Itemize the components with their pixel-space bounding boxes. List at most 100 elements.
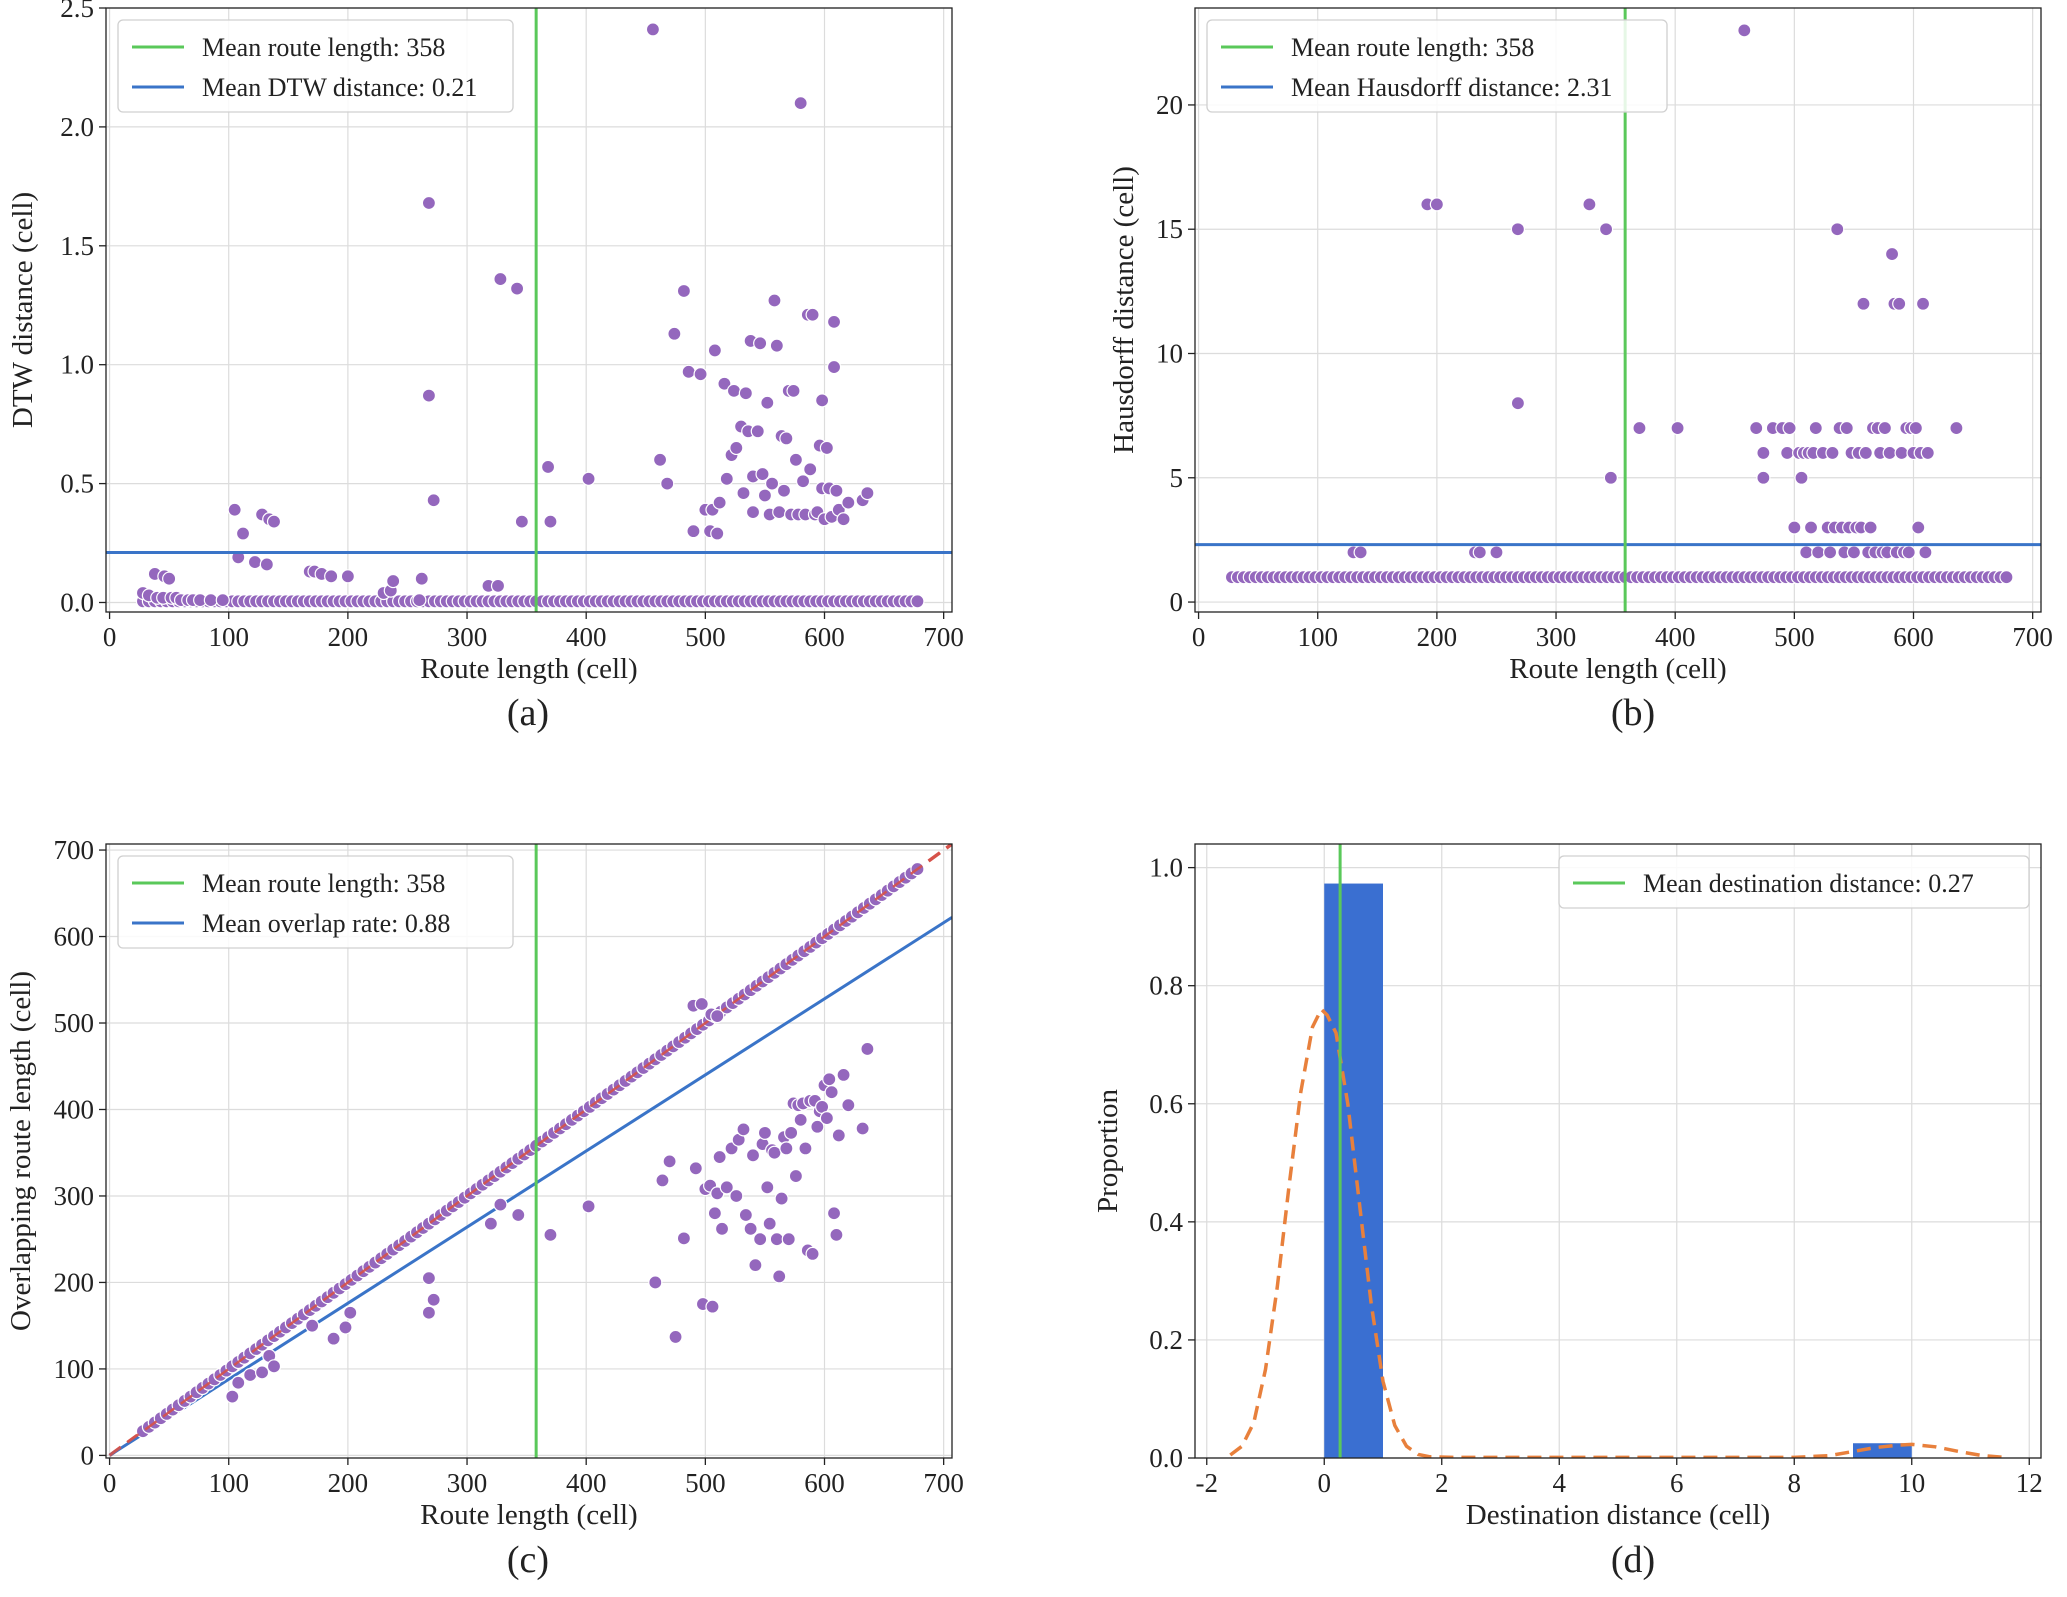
- legend-entry: Mean DTW distance: 0.21: [202, 73, 477, 102]
- data-point: [819, 1111, 834, 1126]
- data-point: [714, 1221, 730, 1236]
- x-tick-label: 300: [447, 1468, 488, 1498]
- data-point: [343, 1305, 358, 1320]
- data-point: [1756, 470, 1771, 485]
- data-point: [1489, 545, 1504, 560]
- data-point: [231, 550, 246, 565]
- data-point: [235, 526, 251, 541]
- y-tick-label: 0.5: [60, 469, 94, 499]
- data-point: [1794, 470, 1809, 485]
- data-point: [826, 359, 842, 375]
- x-tick-label: 200: [328, 1468, 369, 1498]
- data-point: [1598, 222, 1614, 237]
- data-point: [745, 505, 761, 520]
- data-point: [836, 512, 851, 527]
- data-point: [688, 1161, 703, 1176]
- x-tick-label: 0: [103, 622, 117, 652]
- x-tick-label: 600: [1893, 622, 1934, 652]
- data-point: [421, 1271, 437, 1286]
- y-tick-label: 20: [1156, 90, 1183, 120]
- x-tick-label: 600: [804, 1468, 845, 1498]
- data-point: [712, 1149, 727, 1165]
- panel-c: 0 100 200 300 400 500 600 700 0 100 200 300 400 500 60…: [5, 835, 964, 1581]
- x-tick-label: 300: [447, 622, 488, 652]
- data-point: [788, 1168, 804, 1184]
- x-axis-label: Route length (cell): [420, 653, 637, 685]
- data-point: [855, 1121, 870, 1136]
- data-point: [1863, 520, 1878, 535]
- data-point: [581, 1199, 596, 1214]
- data-point: [162, 571, 177, 586]
- x-tick-label: 500: [1774, 622, 1815, 652]
- data-point: [795, 474, 811, 489]
- x-tick-label: 700: [2012, 622, 2053, 652]
- data-point: [645, 22, 661, 37]
- data-point: [1918, 545, 1933, 560]
- data-point: [786, 383, 801, 398]
- histogram-bar: [1324, 883, 1383, 1458]
- data-point: [764, 476, 780, 491]
- panel-d: -2 0 2 4 6 8 10 12 0.0 0.2 0.4 0.6 0.8 1.0 Destination…: [1092, 843, 2043, 1581]
- data-point: [910, 594, 925, 609]
- y-tick-label: 0.4: [1149, 1207, 1183, 1237]
- data-point: [1472, 545, 1487, 560]
- data-point: [1822, 545, 1838, 560]
- data-point: [776, 483, 792, 498]
- legend-entry: Mean route length: 358: [1291, 33, 1534, 62]
- identity-line-overlay: [108, 844, 952, 1457]
- y-tick-label: 0.0: [1149, 1443, 1183, 1473]
- y-tick-label: 0.2: [1149, 1325, 1183, 1355]
- data-point: [762, 1216, 777, 1231]
- data-point: [1908, 420, 1923, 436]
- data-point: [1582, 197, 1597, 212]
- data-point: [726, 383, 742, 398]
- data-point: [225, 1389, 240, 1404]
- data-point: [826, 1206, 842, 1221]
- axes-frame: [1194, 843, 2042, 1459]
- legend-entry: Mean route length: 358: [202, 869, 445, 898]
- legend: Mean destination distance: 0.27: [1558, 855, 2030, 909]
- legend: Mean route length: 358 Mean overlap rate:…: [117, 855, 514, 949]
- data-point: [1877, 420, 1893, 436]
- y-tick-label: 1.0: [1149, 853, 1183, 883]
- data-point: [1749, 420, 1764, 436]
- plot-area: [108, 844, 952, 1458]
- data-point: [719, 471, 734, 486]
- data-point: [412, 593, 427, 608]
- data-point: [841, 1098, 856, 1113]
- y-tick-label: 500: [54, 1008, 95, 1038]
- x-tick-label: 0: [103, 1468, 117, 1498]
- data-point: [774, 1191, 789, 1206]
- data-point: [681, 364, 696, 379]
- data-point: [386, 573, 401, 589]
- data-point: [338, 1320, 353, 1335]
- data-point: [483, 1216, 498, 1231]
- data-point: [738, 1207, 753, 1223]
- data-point: [815, 393, 830, 408]
- data-point: [490, 578, 506, 593]
- data-point: [753, 336, 768, 351]
- y-tick-label: 2.5: [60, 0, 94, 23]
- data-point: [860, 1041, 875, 1057]
- x-axis-label: Route length (cell): [420, 1499, 637, 1531]
- y-axis-label: Overlapping route length (cell): [5, 971, 37, 1331]
- data-point: [798, 1141, 813, 1156]
- kde-curve: [1229, 1006, 2006, 1458]
- x-axis-label: Route length (cell): [1509, 653, 1726, 685]
- data-point: [543, 1227, 558, 1242]
- data-point: [793, 1112, 808, 1127]
- x-tick-label: 0: [1318, 1468, 1332, 1498]
- data-point: [1949, 420, 1964, 436]
- data-point: [493, 1197, 508, 1212]
- y-tick-label: 1.0: [60, 350, 94, 380]
- y-tick-label: 0: [81, 1440, 95, 1470]
- legend-entry: Mean overlap rate: 0.88: [202, 909, 450, 938]
- data-point: [755, 466, 770, 482]
- data-point: [750, 424, 765, 439]
- data-point: [793, 96, 808, 111]
- data-point: [203, 593, 218, 608]
- axes-frame: [1194, 7, 2042, 613]
- x-axis-label: Destination distance (cell): [1466, 1499, 1770, 1531]
- data-point: [748, 1258, 763, 1273]
- y-tick-label: 0: [1170, 587, 1184, 617]
